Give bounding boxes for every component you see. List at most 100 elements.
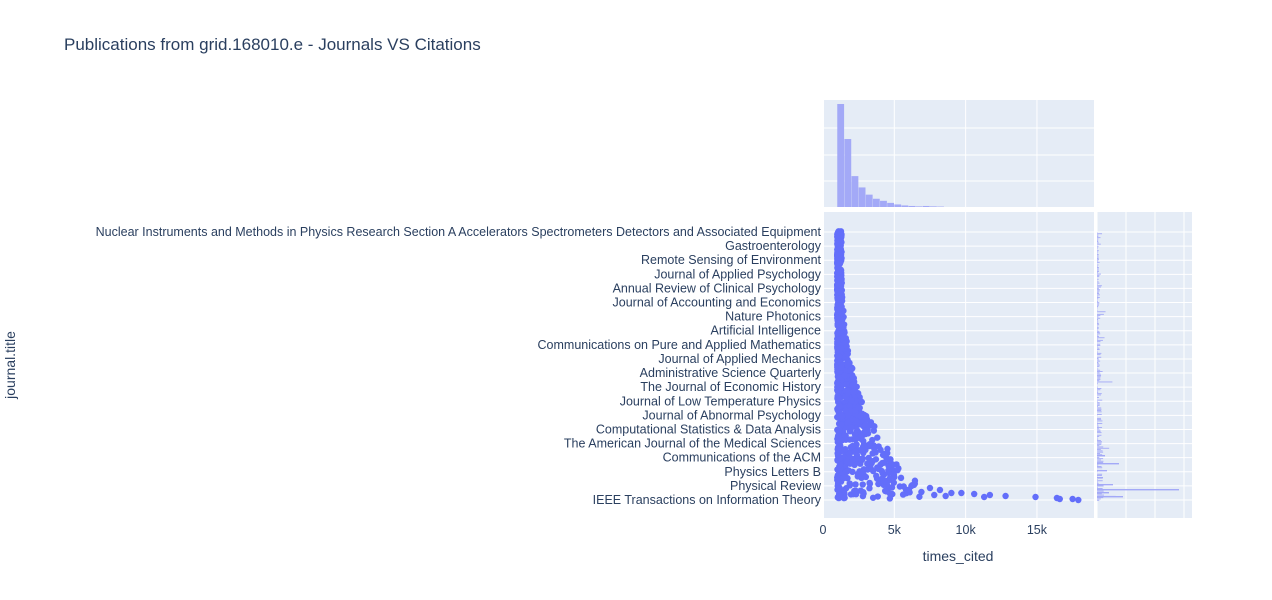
marginal-y-bar: [1097, 360, 1101, 362]
scatter-point: [852, 435, 860, 443]
x-axis-title: times_cited: [923, 548, 994, 564]
scatter-point: [835, 274, 842, 281]
scatter-point: [843, 343, 850, 350]
x-tick-label: 10k: [956, 523, 977, 537]
marginal-y-bar: [1097, 403, 1100, 405]
marginal-y-bar: [1097, 449, 1101, 450]
scatter-point: [843, 468, 850, 475]
scatter-point: [873, 472, 880, 480]
scatter-point: [872, 456, 880, 463]
scatter-point: [834, 314, 841, 321]
marginal-x-bar: [894, 204, 902, 207]
marginal-y-bar: [1097, 362, 1099, 363]
y-tick-label: Journal of Accounting and Economics: [613, 296, 821, 310]
y-tick-label: Journal of Low Temperature Physics: [620, 394, 821, 408]
marginal-y-bar: [1097, 298, 1099, 300]
scatter-point: [859, 432, 866, 439]
scatter-point: [875, 443, 882, 450]
y-tick-label: Nature Photonics: [725, 310, 821, 324]
marginal-y-bar: [1097, 304, 1099, 306]
scatter-point: [931, 491, 938, 499]
marginal-y-bar: [1097, 460, 1104, 462]
marginal-y-bar: [1097, 427, 1103, 428]
marginal-y-bar: [1097, 490, 1104, 492]
scatter-point: [936, 486, 944, 494]
marginal-y-bar: [1097, 489, 1179, 491]
scatter-point: [881, 487, 889, 495]
marginal-y-bar: [1097, 343, 1101, 345]
marginal-y-bar: [1097, 434, 1102, 436]
scatter-point: [886, 457, 893, 464]
scatter-point: [885, 462, 892, 470]
marginal-y-bar: [1097, 271, 1099, 272]
scatter-point: [861, 427, 869, 435]
marginal-y-bar: [1097, 421, 1098, 423]
scatter-point: [848, 424, 855, 431]
scatter-point: [841, 494, 848, 502]
marginal-y-bar: [1097, 388, 1102, 389]
x-tick-labels: 0 5k 10k 15k: [820, 523, 1048, 537]
marginal-y-bar: [1097, 246, 1099, 248]
y-tick-label: Journal of Applied Mechanics: [658, 352, 821, 366]
scatter-point: [878, 467, 886, 475]
marginal-y-bar: [1097, 259, 1099, 261]
marginal-y-bar: [1097, 368, 1099, 370]
x-tick-label: 5k: [888, 523, 902, 537]
marginal-y-bar: [1097, 267, 1099, 268]
marginal-y-bar: [1097, 484, 1113, 486]
marginal-y-bar: [1097, 437, 1098, 439]
scatter-point: [857, 412, 864, 420]
y-tick-label: Annual Review of Clinical Psychology: [613, 281, 822, 295]
main-panel: Nuclear Instruments and Methods in Physi…: [96, 212, 1094, 537]
marginal-y-bar: [1097, 238, 1099, 240]
marginal-y-bar: [1097, 256, 1099, 258]
y-tick-label: Computational Statistics & Data Analysis: [596, 422, 821, 436]
marginal-y-bar: [1097, 363, 1099, 365]
marginal-y-bar: [1097, 356, 1102, 358]
scatter-point: [860, 489, 867, 496]
marginal-y-bar: [1097, 371, 1103, 372]
marginal-y-bar: [1097, 334, 1099, 336]
marginal-y-bar: [1097, 451, 1104, 453]
marginal-y-bar: [1097, 239, 1099, 241]
marginal-y-bar: [1097, 264, 1099, 266]
scatter-point: [970, 490, 978, 498]
marginal-y-bar: [1097, 289, 1100, 291]
scatter-point: [886, 475, 894, 482]
scatter-point: [835, 281, 843, 288]
marginal-y-bar: [1097, 316, 1099, 318]
marginal-y-bar: [1097, 393, 1102, 395]
marginal-y-bar: [1097, 391, 1099, 393]
scatter-point: [842, 474, 849, 481]
marginal-y-bar: [1097, 401, 1098, 402]
marginal-y-bar: [1097, 467, 1103, 469]
marginal-y-bar: [1097, 414, 1102, 415]
marginal-y-bar: [1097, 441, 1102, 443]
marginal-x-bar: [887, 202, 895, 207]
marginal-y-bar: [1097, 269, 1099, 271]
scatter-points: [834, 228, 1082, 504]
scatter-point: [849, 372, 856, 379]
scatter-point: [846, 402, 854, 410]
scatter-point: [834, 413, 841, 421]
marginal-y-bar: [1097, 258, 1099, 259]
marginal-y-bar: [1097, 493, 1102, 495]
scatter-point: [986, 491, 994, 499]
marginal-y-bar: [1097, 494, 1104, 496]
marginal-y-bar: [1097, 341, 1101, 343]
marginal-y-bar: [1097, 473, 1103, 475]
marginal-y-panel: [1096, 212, 1192, 518]
marginal-y-bar: [1097, 325, 1098, 327]
marginal-y-bar: [1097, 291, 1099, 293]
marginal-y-bar: [1097, 250, 1099, 252]
marginal-y-bar: [1097, 338, 1099, 340]
scatter-point: [835, 269, 842, 276]
scatter-point: [875, 480, 882, 488]
marginal-y-bar: [1097, 442, 1102, 444]
marginal-y-bar: [1097, 285, 1102, 287]
scatter-point: [886, 490, 894, 497]
scatter-point: [842, 381, 850, 388]
marginal-y-bar: [1097, 330, 1100, 332]
marginal-y-bar: [1097, 359, 1100, 361]
